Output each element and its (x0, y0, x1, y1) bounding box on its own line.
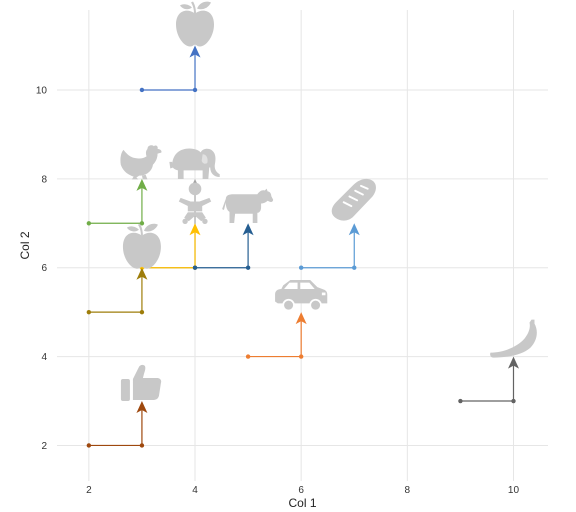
connector-line (88, 407, 143, 447)
x-tick-label: 2 (86, 485, 92, 496)
y-tick-label: 8 (41, 174, 47, 185)
apple-icon (176, 1, 215, 47)
cow-icon (222, 188, 274, 223)
x-tick-label: 10 (508, 485, 520, 496)
start-point (86, 221, 92, 226)
corner-point (139, 309, 145, 315)
start-point (298, 265, 304, 270)
arrow-head (136, 178, 148, 191)
connector-line (248, 318, 302, 358)
apple-icon (122, 223, 161, 269)
bread-icon (330, 177, 377, 222)
corner-point (245, 265, 251, 270)
series-6 (298, 223, 360, 270)
arrow-head (348, 223, 360, 236)
x-tick-label: 8 (405, 485, 411, 496)
series-9 (458, 356, 519, 404)
y-tick-label: 10 (36, 85, 48, 96)
connector-line (88, 273, 143, 313)
corner-point (139, 221, 145, 226)
icon-layer (120, 1, 537, 402)
start-point (139, 87, 145, 93)
series-1 (139, 45, 201, 93)
arrow-head (136, 401, 148, 414)
start-point (86, 309, 92, 315)
series-8 (245, 312, 307, 359)
arrow-head (189, 45, 201, 58)
x-tick-label: 4 (192, 485, 198, 496)
corner-point (352, 265, 357, 270)
x-tick-label: 6 (298, 485, 304, 496)
connector-line (460, 362, 515, 402)
y-tick-label: 4 (41, 352, 47, 363)
corner-point (511, 398, 516, 404)
start-point (192, 265, 198, 270)
y-axis-title: Col 2 (18, 231, 32, 259)
arrow-head (507, 356, 519, 369)
connector-line (88, 184, 143, 224)
series-7 (86, 267, 148, 315)
thumbs-up-icon (120, 364, 162, 402)
start-point (458, 398, 463, 404)
start-point (86, 443, 92, 448)
axes: 2 4 6 8 10 2 4 6 8 10 Col 1 Col 2 (18, 85, 519, 510)
corner-point (192, 87, 198, 93)
arrow-head (189, 223, 201, 236)
corner-point (139, 443, 145, 448)
arrow-head (295, 312, 307, 325)
arrow-head (136, 267, 148, 280)
y-tick-label: 6 (41, 263, 47, 274)
arrow-head (242, 223, 254, 236)
chicken-icon (120, 145, 162, 180)
connector-line (195, 229, 249, 269)
x-axis-title: Col 1 (288, 496, 316, 510)
start-point (245, 354, 251, 359)
series-2 (86, 178, 148, 226)
connector-line (141, 51, 196, 91)
y-tick-label: 2 (41, 441, 47, 452)
series-10 (86, 401, 148, 448)
connector-line (301, 229, 355, 269)
series-5 (192, 223, 254, 270)
corner-point (298, 354, 304, 359)
